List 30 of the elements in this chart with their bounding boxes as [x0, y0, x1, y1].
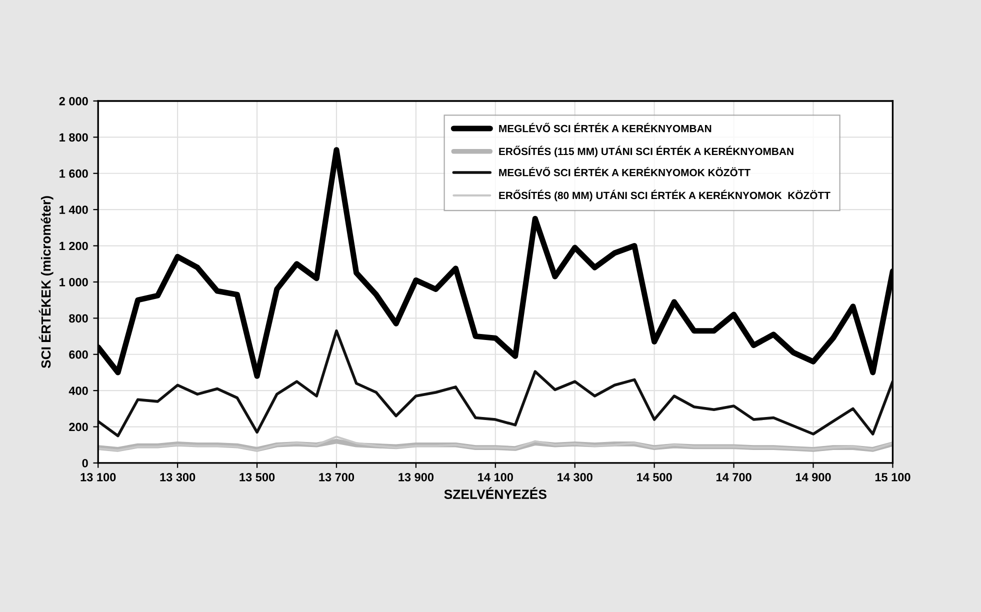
y-axis-title: SCI ÉRTÉKEK (microméter) [38, 196, 54, 368]
y-tick-label: 1 800 [60, 133, 88, 142]
x-tick-label: 13 500 [240, 473, 275, 482]
legend-label: ERŐSÍTÉS (115 MM) UTÁNI SCI ÉRTÉK A KERÉKNYOMBAN [499, 146, 794, 158]
y-tick-label: 1 000 [60, 278, 88, 286]
y-tick-label: 0 [82, 459, 88, 468]
x-tick-label: 14 700 [716, 473, 752, 482]
x-tick-label: 13 700 [319, 473, 354, 482]
x-tick-label: 13 300 [160, 473, 196, 482]
x-tick-label: 14 100 [478, 473, 513, 482]
x-tick-label: 14 900 [796, 473, 831, 482]
y-tick-label: 600 [69, 350, 88, 359]
y-tick-label: 800 [69, 314, 88, 323]
x-tick-label: 14 300 [558, 473, 592, 482]
line-series [98, 436, 893, 452]
x-tick-label: 14 500 [637, 473, 672, 482]
y-tick-label: 400 [68, 386, 88, 395]
legend-label: MEGLÉVŐ SCI ÉRTÉK A KERÉKNYOMOK KÖZÖTT [499, 166, 750, 176]
legend-label: MEGLÉVŐ SCI ÉRTÉK A KERÉKNYOMBAN [499, 122, 712, 132]
y-tick-label: 1 600 [60, 169, 88, 178]
x-tick-label: 13 100 [80, 473, 116, 482]
y-tick-label: 200 [69, 422, 88, 432]
y-tick-label: 1 400 [60, 206, 88, 214]
y-tick-label: 2 000 [59, 97, 88, 106]
x-tick-label: 13 900 [398, 473, 434, 482]
line-series [98, 329, 893, 438]
x-tick-label: 15 100 [875, 473, 910, 482]
legend-label: ERŐSÍTÉS (80 MM) UTÁNI SCI ÉRTÉK A KERÉKNYOMOK KÖZÖTT [499, 190, 830, 202]
x-axis-title: SZELVÉNYEZÉS [444, 487, 546, 499]
y-tick-label: 1 200 [60, 242, 88, 250]
